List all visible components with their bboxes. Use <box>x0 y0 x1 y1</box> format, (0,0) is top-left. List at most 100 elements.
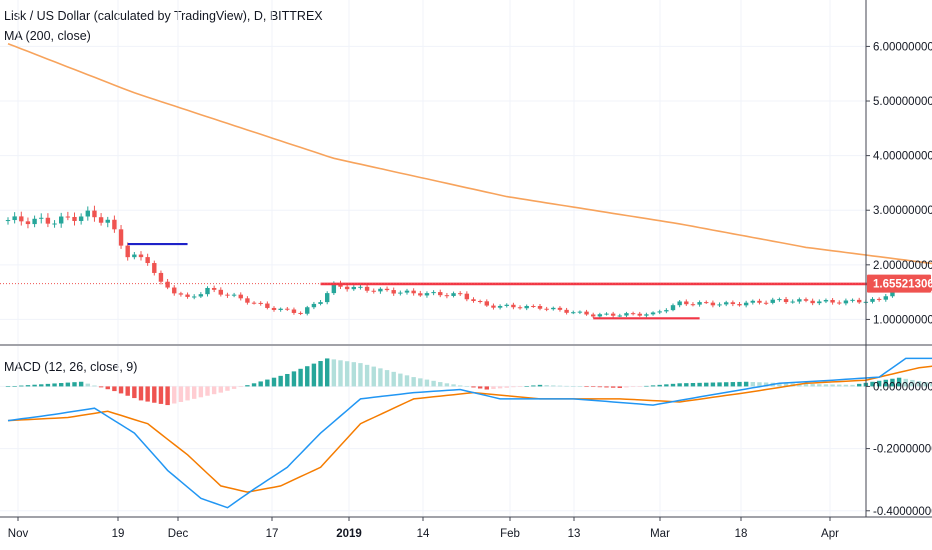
histogram-bar <box>145 386 150 402</box>
candle-body <box>464 293 470 300</box>
candle <box>125 242 130 261</box>
histogram-bar <box>657 384 662 387</box>
time-tick-label: Dec <box>168 528 189 540</box>
candle <box>684 299 689 306</box>
candle-body <box>12 216 17 221</box>
candle <box>531 304 536 308</box>
histogram-bar <box>517 386 523 388</box>
candle <box>19 211 24 226</box>
candle <box>803 297 809 303</box>
candle-body <box>750 300 755 303</box>
candle-body <box>876 298 882 300</box>
histogram-bar <box>777 382 782 387</box>
candle-body <box>398 292 403 294</box>
candle <box>717 302 722 308</box>
candle-body <box>810 300 815 304</box>
time-axis[interactable]: Nov 19 Dec 17 2019 14 Feb 13 Mar 18 Apr <box>8 517 839 540</box>
candle <box>850 298 855 303</box>
candle-body <box>537 306 543 309</box>
histogram-bar <box>883 379 888 387</box>
histogram-bar <box>112 386 117 392</box>
candle-body <box>604 313 609 315</box>
candle <box>431 290 436 296</box>
candle <box>544 306 549 312</box>
candle <box>145 253 150 266</box>
histogram-bar <box>98 386 104 388</box>
candle <box>790 299 795 304</box>
candle-body <box>325 293 330 303</box>
candle <box>704 300 709 304</box>
candle <box>59 212 64 228</box>
candle-body <box>730 302 736 305</box>
histogram-bar <box>325 358 330 387</box>
candle-body <box>517 307 523 309</box>
candle-body <box>245 298 250 303</box>
candle <box>464 291 470 302</box>
histogram-bar <box>817 384 822 387</box>
candle <box>185 292 190 299</box>
histogram-bar <box>451 384 456 387</box>
histogram-bar <box>138 386 144 401</box>
histogram-bar <box>338 360 343 387</box>
candle <box>5 217 11 225</box>
candle <box>192 294 197 300</box>
candle <box>783 296 789 304</box>
macd-lines <box>7 357 932 509</box>
candle-body <box>251 302 257 304</box>
candle <box>511 302 516 310</box>
candle-body <box>98 217 104 223</box>
histogram-bar <box>730 382 736 387</box>
candle-body <box>258 302 263 304</box>
candle-body <box>238 294 243 299</box>
candle-body <box>710 302 716 306</box>
histogram-bar <box>384 370 390 387</box>
histogram-bar <box>132 386 137 399</box>
histogram-bar <box>92 385 97 387</box>
candle-body <box>571 312 576 314</box>
candle-body <box>364 286 370 291</box>
candle <box>564 307 569 315</box>
candle-body <box>218 289 223 295</box>
candle <box>258 301 263 306</box>
histogram-bar <box>278 375 283 387</box>
candle <box>857 297 862 304</box>
candle-body <box>152 263 157 273</box>
histogram-bar <box>424 379 430 387</box>
histogram-bar <box>364 364 370 387</box>
candle-body <box>198 294 204 297</box>
candle-body <box>743 302 749 306</box>
candle <box>411 288 416 296</box>
candle-body <box>624 313 629 316</box>
candle <box>85 206 90 221</box>
candle-body <box>384 288 390 291</box>
candle-body <box>757 300 762 303</box>
candle-body <box>717 304 722 306</box>
histogram-bar <box>198 386 204 398</box>
histogram-bar <box>843 384 849 387</box>
candle-body <box>484 301 489 306</box>
candle-body <box>431 292 436 294</box>
histogram-bar <box>524 386 529 387</box>
candle-body <box>138 254 144 258</box>
candle <box>32 215 37 228</box>
candle-body <box>870 298 875 302</box>
price-tick-label: 5.00000000 <box>873 96 932 108</box>
last-price-label: 1.65521306 <box>873 279 932 291</box>
candle <box>158 270 164 285</box>
histogram-bar <box>837 384 842 387</box>
histogram-bar <box>351 362 356 387</box>
candle <box>311 301 317 310</box>
candle-body <box>19 216 24 222</box>
time-tick-label: 2019 <box>336 528 362 540</box>
price-axis[interactable]: 6.00000000 5.00000000 4.00000000 3.00000000… <box>866 41 932 518</box>
histogram-bar <box>45 383 51 387</box>
macd-tick-label: 0.00000000 <box>873 381 932 393</box>
candle-body <box>265 303 270 308</box>
candle-body <box>704 302 709 304</box>
histogram-bar <box>65 382 71 387</box>
candle-body <box>318 302 323 304</box>
histogram-bar <box>418 378 423 387</box>
candle <box>617 313 622 318</box>
candle-body <box>391 290 396 294</box>
